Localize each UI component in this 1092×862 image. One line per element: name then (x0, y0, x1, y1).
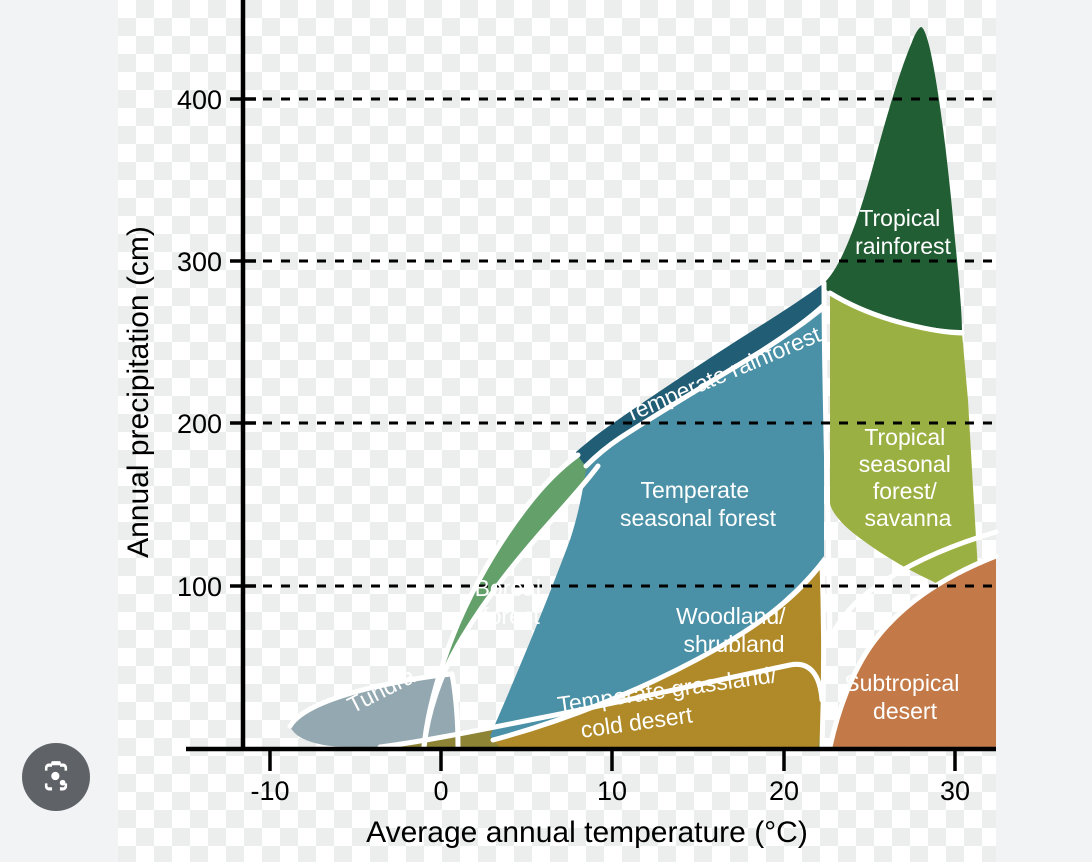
xtick-label-10: 10 (597, 776, 627, 806)
biome-label-woodland-shrubland: Woodland/ shrubland (676, 603, 792, 657)
google-lens-button[interactable] (22, 743, 90, 811)
separator-tropical-left (821, 280, 833, 643)
separator-subtropical-top (827, 553, 999, 750)
biome-label-subtropical-desert: Subtropical desert (844, 670, 965, 724)
biome-label-tropical-seasonal-forest-savanna: Tropical seasonal forest/ savanna (859, 424, 957, 531)
xtick-label-20: 20 (769, 776, 799, 806)
x-axis-title: Average annual temperature (°C) (366, 816, 808, 849)
ytick-label-200: 200 (177, 409, 222, 439)
separator-tundra-right (449, 671, 461, 750)
biome-area-tundra (290, 674, 458, 747)
biome-area-temperate-rainforest (576, 283, 824, 466)
xtick-label-0: 0 (433, 776, 448, 806)
separator-tropical-rainforest-lower (827, 290, 965, 336)
biome-label-tropical-rainforest: Tropical rainforest (855, 205, 951, 259)
ytick-label-300: 300 (177, 247, 222, 277)
separator-temperate-rainforest-lower (583, 302, 827, 469)
biome-area-woodland-shrubland (493, 563, 824, 747)
axis-ticks (230, 97, 957, 771)
biome-label-boreal-forest: Boreal forest (475, 575, 548, 629)
y-tick-labels: 400 300 200 100 (177, 85, 222, 602)
separator-savanna-lower (827, 529, 999, 643)
biome-areas (290, 27, 996, 747)
axes (186, 0, 996, 752)
biome-area-tropical-seasonal-forest-savanna (830, 295, 980, 600)
lens-icon (44, 761, 68, 791)
separator-grassland-right (819, 560, 826, 750)
y-axis-title: Annual precipitation (cm) (122, 226, 155, 558)
separator-boreal-right (421, 452, 581, 750)
biome-area-tropical-rainforest (824, 27, 962, 330)
ytick-label-400: 400 (177, 85, 222, 115)
separator-woodland-top (490, 560, 825, 743)
x-tick-labels: -10 0 10 20 30 (250, 776, 970, 806)
separator-tundra-edge (287, 671, 455, 729)
separator-grassland-top (377, 661, 825, 750)
xtick-label-30: 30 (940, 776, 970, 806)
biome-separators (287, 280, 999, 750)
xtick-label-minus10: -10 (250, 776, 289, 806)
ytick-label-100: 100 (177, 572, 222, 602)
biome-label-temperate-seasonal-forest: Temperate seasonal forest (620, 477, 777, 531)
biome-area-subtropical-desert (830, 556, 996, 747)
